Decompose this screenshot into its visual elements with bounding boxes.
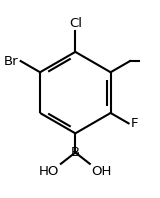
Text: Cl: Cl (69, 16, 82, 30)
Text: F: F (131, 117, 138, 130)
Text: Br: Br (4, 55, 19, 68)
Text: OH: OH (91, 165, 112, 178)
Text: HO: HO (39, 165, 60, 178)
Text: B: B (71, 146, 80, 159)
